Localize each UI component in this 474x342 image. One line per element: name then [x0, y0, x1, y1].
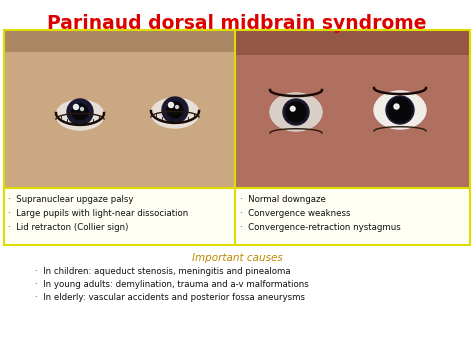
Text: ·  Convergence-retraction nystagmus: · Convergence-retraction nystagmus: [240, 223, 401, 232]
Bar: [4, 93, 235, 109]
Bar: [4, 30, 235, 52]
Bar: [4, 188, 470, 245]
Bar: [4, 109, 235, 125]
Text: ·  In elderly: vascular accidents and posterior fossa aneurysms: · In elderly: vascular accidents and pos…: [35, 293, 305, 302]
Ellipse shape: [270, 93, 322, 131]
Bar: [4, 141, 235, 156]
Circle shape: [291, 106, 295, 111]
Bar: [235, 30, 470, 55]
Circle shape: [283, 99, 309, 125]
Bar: [4, 30, 470, 245]
Circle shape: [72, 104, 88, 120]
Text: ·  Lid retracton (Collier sign): · Lid retracton (Collier sign): [8, 223, 128, 232]
Text: ·  In young adults: demylination, trauma and a-v malformations: · In young adults: demylination, trauma …: [35, 280, 309, 289]
Bar: [4, 46, 235, 62]
Bar: [4, 77, 235, 93]
Circle shape: [81, 107, 83, 110]
Bar: [4, 30, 235, 46]
Text: ·  Large pupils with light-near dissociation: · Large pupils with light-near dissociat…: [8, 209, 188, 218]
Bar: [4, 30, 235, 188]
Text: ·  In children: aqueduct stenosis, meningitis and pinealoma: · In children: aqueduct stenosis, mening…: [35, 267, 291, 276]
Bar: [4, 156, 235, 172]
Circle shape: [167, 102, 183, 118]
Circle shape: [175, 105, 179, 108]
Circle shape: [73, 105, 79, 109]
Ellipse shape: [151, 98, 199, 128]
Circle shape: [394, 104, 399, 109]
Bar: [4, 125, 235, 141]
Text: Important causes: Important causes: [191, 253, 283, 263]
Bar: [235, 30, 470, 188]
Bar: [4, 62, 235, 77]
Circle shape: [168, 103, 173, 107]
Circle shape: [388, 98, 412, 122]
Circle shape: [67, 99, 93, 125]
Circle shape: [386, 96, 414, 124]
Text: ·  Supranuclear upgaze palsy: · Supranuclear upgaze palsy: [8, 195, 134, 204]
Text: ·  Normal downgaze: · Normal downgaze: [240, 195, 326, 204]
Ellipse shape: [56, 100, 104, 130]
Text: Parinaud dorsal midbrain syndrome: Parinaud dorsal midbrain syndrome: [47, 14, 427, 33]
Circle shape: [162, 97, 188, 123]
Bar: [4, 172, 235, 188]
Text: ·  Convergence weakness: · Convergence weakness: [240, 209, 350, 218]
Circle shape: [286, 102, 306, 122]
Ellipse shape: [374, 91, 426, 129]
